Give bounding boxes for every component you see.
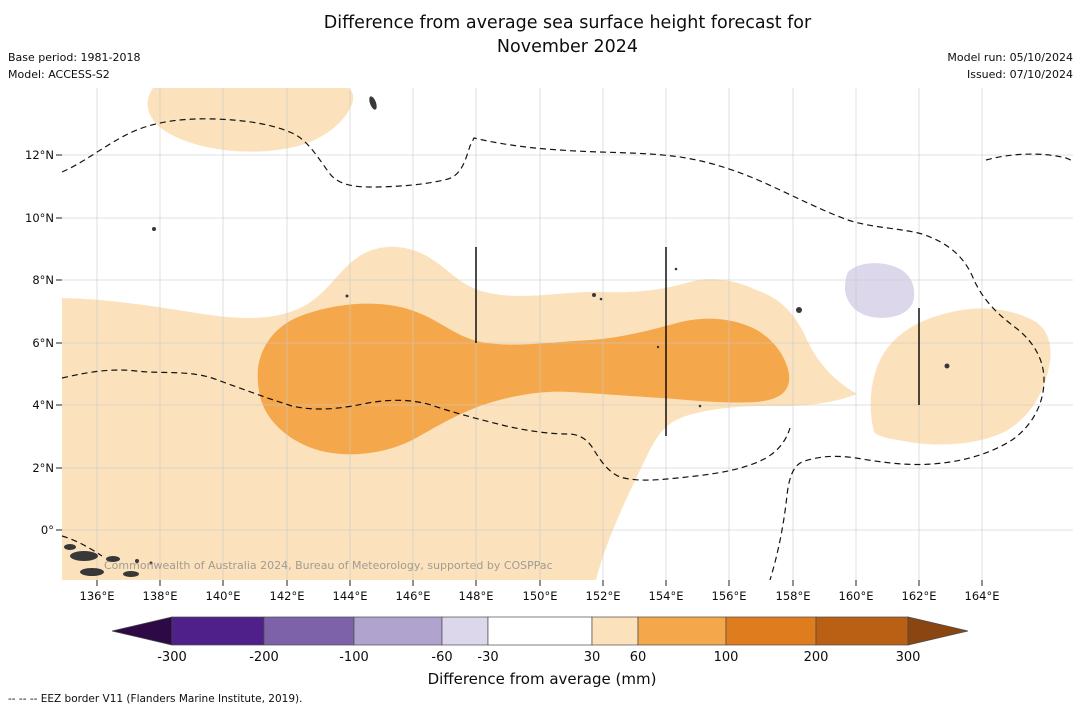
contour-region-positive-60-100 — [257, 303, 790, 455]
island-chuuk — [592, 293, 596, 297]
base-period-label: Base period: 1981-2018 — [8, 51, 141, 64]
transect-lines — [475, 247, 920, 436]
colorbar-title: Difference from average (mm) — [428, 670, 657, 688]
island-yapen — [106, 556, 120, 562]
island-speck-3 — [64, 544, 76, 550]
run-info: Model run: 05/10/2024 Issued: 07/10/2024 — [947, 50, 1073, 83]
island-chuuk-outer — [599, 297, 603, 301]
eez-borders — [61, 118, 1074, 581]
colorbar-segment — [591, 616, 639, 646]
coast-strip-2 — [123, 571, 139, 577]
lon-tick-label: 154°E — [649, 589, 684, 603]
colorbar-tick-label: 100 — [714, 650, 739, 665]
lon-tick-label: 160°E — [839, 589, 874, 603]
colorbar-left-arrow — [111, 616, 173, 646]
watermark-text: Commonwealth of Australia 2024, Bureau o… — [104, 559, 553, 572]
colorbar: -300 -200 -100 -60 -30 30 60 100 200 300… — [111, 616, 969, 688]
lon-tick-label: 144°E — [333, 589, 368, 603]
lat-tick-label: 4°N — [32, 398, 54, 412]
lon-tick-label: 142°E — [270, 589, 305, 603]
coast-strip-1 — [80, 568, 104, 576]
colorbar-tick-label: -30 — [477, 650, 498, 665]
colorbar-segment — [263, 616, 355, 646]
colorbar-tick-label: 200 — [804, 650, 829, 665]
eez-border-northeast-path — [985, 153, 1074, 162]
page-title: Difference from average sea surface heig… — [50, 12, 1085, 59]
eez-border-inner-path — [61, 369, 791, 481]
lon-tick-label: 138°E — [143, 589, 178, 603]
colorbar-tick-label: -200 — [249, 650, 279, 665]
lon-tick-label: 136°E — [80, 589, 115, 603]
island-woleai — [345, 294, 349, 298]
colorbar-tick-label: -60 — [431, 650, 452, 665]
lat-tick-label: 10°N — [25, 211, 54, 225]
model-info: Base period: 1981-2018 Model: ACCESS-S2 — [8, 50, 140, 83]
colorbar-segment — [441, 616, 489, 646]
lon-tick-label: 156°E — [712, 589, 747, 603]
lat-tick-label: 12°N — [25, 148, 54, 162]
lon-tick-label: 140°E — [206, 589, 241, 603]
island-pohnpei — [796, 307, 802, 313]
lat-tick-label: 0° — [41, 523, 54, 537]
axis-ticks — [56, 154, 983, 586]
contour-region-positive-30-60-topleft — [147, 88, 354, 152]
lat-tick-label: 8°N — [32, 273, 54, 287]
longitude-axis-labels: 136°E 138°E 140°E 142°E 144°E 146°E 148°… — [80, 589, 1000, 603]
lon-tick-label: 152°E — [586, 589, 621, 603]
eez-border-southwest-path — [61, 535, 103, 557]
lon-tick-label: 158°E — [776, 589, 811, 603]
issued-label: Issued: 07/10/2024 — [966, 67, 1073, 81]
title-line-2: November 2024 — [496, 36, 639, 57]
contour-region-negative-60-30 — [845, 263, 915, 318]
island-speck-1 — [135, 559, 139, 563]
island-biak — [70, 551, 98, 561]
colorbar-segment — [171, 616, 265, 646]
title-line-1: Difference from average sea surface heig… — [323, 13, 812, 33]
colorbar-segment — [725, 616, 817, 646]
lon-tick-label: 146°E — [396, 589, 431, 603]
eez-legend-note: -- -- -- EEZ border V11 (Flanders Marine… — [8, 693, 303, 705]
colorbar-segment — [487, 616, 593, 646]
island-guam — [369, 96, 377, 110]
latitude-tick-marks — [56, 154, 62, 531]
lat-tick-label: 2°N — [32, 461, 54, 475]
colorbar-tick-label: 60 — [630, 650, 647, 665]
colorbar-segment — [815, 616, 909, 646]
colorbar-tick-label: 30 — [584, 650, 601, 665]
lon-tick-label: 150°E — [523, 589, 558, 603]
lat-tick-label: 6°N — [32, 336, 54, 350]
eez-border-outer-path — [61, 118, 1045, 581]
islands — [64, 96, 950, 577]
lon-tick-label: 162°E — [902, 589, 937, 603]
latitude-gridlines — [62, 154, 1073, 531]
colorbar-segment — [637, 616, 727, 646]
latitude-axis-labels: 12°N 10°N 8°N 6°N 4°N 2°N 0° — [25, 148, 54, 537]
colorbar-tick-label: 300 — [896, 650, 921, 665]
longitude-tick-marks — [96, 580, 983, 586]
colorbar-right-arrow — [907, 616, 969, 646]
island-mortlock — [656, 345, 660, 349]
colorbar-tick-label: -300 — [157, 650, 187, 665]
model-run-label: Model run: 05/10/2024 — [947, 51, 1073, 64]
model-label: Model: ACCESS-S2 — [8, 67, 110, 81]
colorbar-tick-labels: -300 -200 -100 -60 -30 30 60 100 200 300 — [157, 650, 920, 665]
island-nukuoro — [698, 404, 702, 408]
contour-region-positive-30-60-east — [870, 308, 1051, 445]
colorbar-segment — [353, 616, 443, 646]
contour-regions — [62, 88, 1051, 580]
island-oroluk — [674, 267, 678, 271]
lon-tick-label: 148°E — [459, 589, 494, 603]
island-yap — [152, 227, 156, 231]
lon-tick-label: 164°E — [965, 589, 1000, 603]
island-kosrae — [944, 363, 950, 369]
island-speck-2 — [149, 561, 153, 565]
colorbar-tick-label: -100 — [339, 650, 369, 665]
